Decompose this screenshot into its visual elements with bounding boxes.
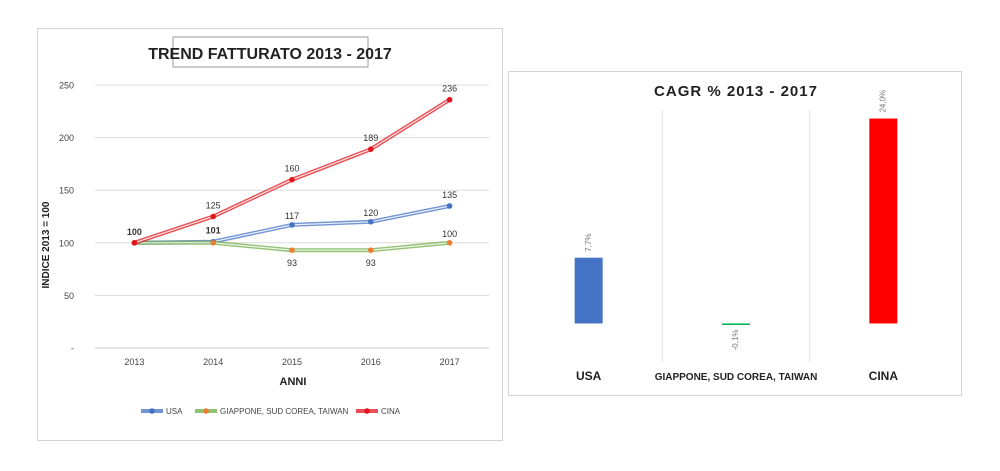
- cagr-category-label: USA: [576, 369, 602, 383]
- x-tick-label: 2014: [203, 357, 223, 367]
- cagr-bars-group: 7,7% USA -0,1% GIAPPONE, SUD COREA, TAIWAN 2…: [574, 90, 899, 383]
- series-point: [368, 146, 374, 152]
- legend-entry: CINA: [381, 407, 401, 416]
- cagr-value-label: 24,0%: [878, 90, 887, 113]
- x-tick-label: 2013: [124, 357, 144, 367]
- y-tick-label: 100: [59, 238, 74, 248]
- legend-swatch-point: [203, 408, 209, 414]
- y-tick-label: 150: [59, 186, 74, 196]
- legend-swatch-point: [364, 408, 370, 414]
- cagr-chart-title: CAGR % 2013 - 2017: [654, 83, 818, 100]
- trend-chart-title: TREND FATTURATO 2013 - 2017: [148, 46, 392, 63]
- cagr-bar: [722, 323, 750, 325]
- trend-series-group: 101 117 120 135 93 93 100 100 125 160 189 236: [127, 84, 457, 268]
- cagr-chart-panel: CAGR % 2013 - 2017 7,7% USA -0,1% GIAPPONE,…: [508, 71, 962, 396]
- data-label: 117: [285, 211, 299, 221]
- x-tick-label: 2017: [440, 357, 460, 367]
- series-point: [289, 176, 295, 183]
- trend-y-ticks: - 50 100 150 200 250: [59, 81, 74, 354]
- trend-title-box: [172, 36, 369, 68]
- cagr-value-label: -0,1%: [731, 329, 740, 350]
- data-label: 93: [366, 258, 376, 268]
- data-label: 93: [287, 258, 297, 268]
- cagr-dividers: [661, 110, 811, 362]
- x-tick-label: 2016: [361, 357, 381, 367]
- legend-swatch-point: [149, 408, 155, 414]
- trend-legend: USA GIAPPONE, SUD COREA, TAIWAN CINA: [141, 407, 401, 416]
- data-label: 135: [442, 190, 457, 200]
- cagr-bar: [574, 257, 603, 324]
- y-tick-label: 200: [59, 133, 74, 143]
- cagr-category-label: CINA: [869, 369, 899, 383]
- data-label: 125: [206, 201, 221, 211]
- legend-entry: USA: [166, 407, 183, 416]
- trend-x-axis-label: ANNI: [280, 376, 307, 388]
- trend-y-axis-label: INDICE 2013 = 100: [41, 201, 52, 288]
- y-tick-label: 250: [59, 81, 74, 91]
- trend-chart-panel: TREND FATTURATO 2013 - 2017 INDICE 2013 …: [37, 28, 503, 441]
- series-point: [368, 218, 374, 225]
- data-label: 160: [284, 164, 299, 174]
- data-label: 189: [363, 133, 378, 143]
- legend-entry: GIAPPONE, SUD COREA, TAIWAN: [220, 407, 349, 416]
- series-point: [368, 247, 374, 253]
- series-point: [131, 240, 138, 246]
- series-point: [289, 247, 295, 253]
- series-point: [210, 240, 216, 246]
- data-label: 101: [206, 226, 221, 236]
- data-label: 100: [127, 227, 142, 237]
- series-point: [210, 213, 216, 220]
- trend-x-ticks: 2013 2014 2015 2016 2017: [124, 357, 459, 367]
- data-label: 236: [442, 84, 457, 94]
- trend-line-chart: TREND FATTURATO 2013 - 2017 INDICE 2013 …: [41, 36, 489, 416]
- data-label: 120: [363, 208, 378, 218]
- cagr-bar-chart: CAGR % 2013 - 2017 7,7% USA -0,1% GIAPPONE,…: [574, 83, 899, 383]
- series-point: [289, 222, 295, 228]
- series-point: [446, 240, 453, 246]
- cagr-bar: [869, 118, 898, 324]
- cagr-value-label: 7,7%: [584, 233, 593, 251]
- series-point: [446, 203, 453, 209]
- y-tick-label: 50: [64, 291, 74, 301]
- series-point: [446, 96, 453, 103]
- y-tick-label: -: [71, 344, 74, 354]
- cagr-category-label: GIAPPONE, SUD COREA, TAIWAN: [655, 372, 818, 383]
- data-label: 100: [442, 229, 457, 239]
- x-tick-label: 2015: [282, 357, 302, 367]
